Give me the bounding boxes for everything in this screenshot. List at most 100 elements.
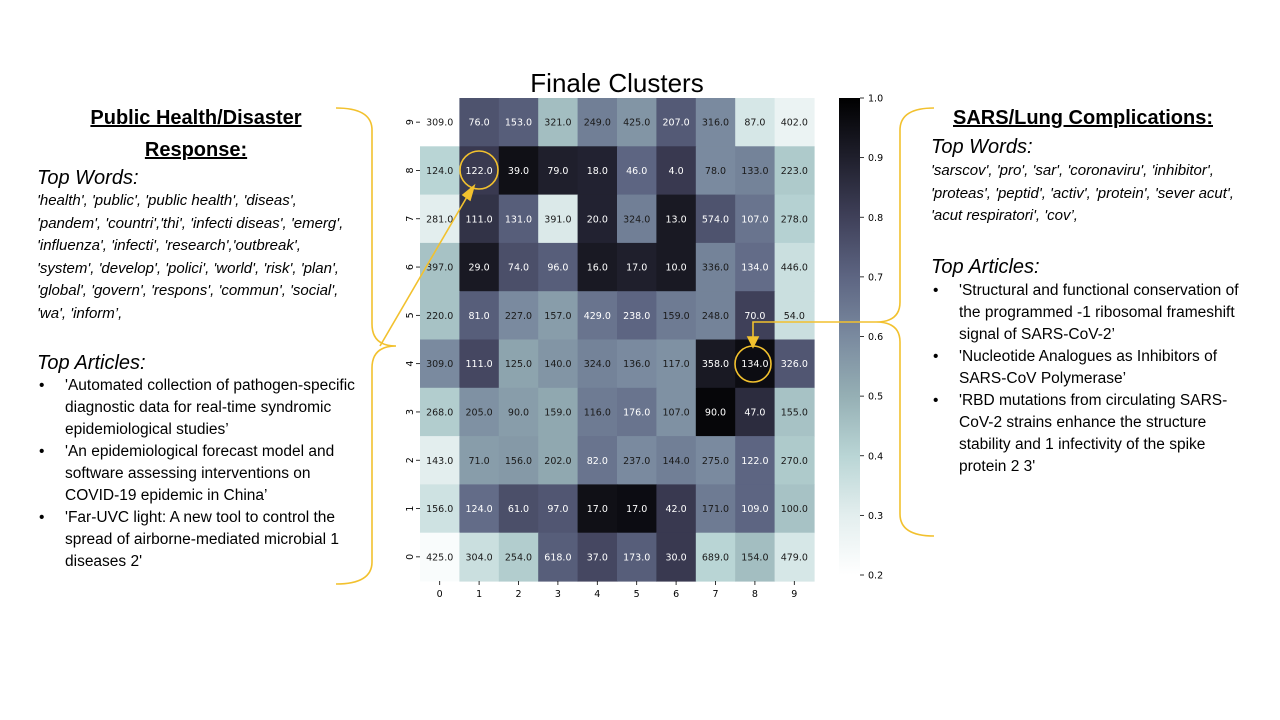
y-axis-ticks: 9 8 7 6 5 4 3 2 1 0: [405, 119, 420, 560]
heatmap-cell: [617, 436, 657, 485]
heatmap-cell: [774, 532, 815, 582]
cell-label: 97.0: [547, 504, 568, 515]
cell-label: 156.0: [505, 456, 532, 467]
cell-label: 125.0: [505, 359, 532, 370]
heatmap-cell: [498, 436, 539, 485]
heatmap-cell: [695, 436, 736, 485]
heatmap-cell: [774, 98, 815, 147]
heatmap-cell: [538, 194, 579, 244]
arrow-to-cell-8-1: [379, 189, 472, 347]
heatmap-cell: [420, 146, 460, 196]
heatmap-cell: [459, 387, 500, 437]
right-top-words-heading: Top Words:: [931, 136, 1033, 158]
heatmap-cell: [695, 242, 736, 292]
cell-label: 90.0: [508, 407, 529, 418]
heatmap-cell: [538, 242, 579, 292]
heatmap-cell: [656, 339, 697, 389]
cell-label: 159.0: [544, 407, 571, 418]
cell-label: 207.0: [662, 118, 689, 129]
cell-label: 124.0: [426, 166, 453, 177]
left-article-item: 'Automated collection of pathogen-specif…: [37, 375, 355, 441]
heatmap-cell: [656, 242, 697, 292]
cell-label: 17.0: [587, 504, 608, 515]
heatmap-cells: [420, 98, 815, 582]
heatmap-cell: [617, 194, 657, 244]
x-tick-label: 1: [476, 589, 482, 600]
heatmap-cell: [420, 387, 460, 437]
cell-label: 171.0: [702, 504, 729, 515]
cell-label: 20.0: [587, 214, 608, 225]
cell-label: 157.0: [544, 311, 571, 322]
colorbar-tick-label: 0.7: [868, 272, 883, 283]
cell-label: 618.0: [544, 552, 571, 563]
cell-label: 278.0: [781, 214, 808, 225]
heatmap-cell: [774, 242, 815, 292]
colorbar-tick-label: 0.5: [868, 392, 883, 403]
left-top-words-heading: Top Words:: [37, 167, 139, 189]
right-article-item: 'RBD mutations from circulating SARS-CoV…: [931, 390, 1243, 478]
heatmap-cell: [695, 339, 736, 389]
heatmap-cell: [459, 98, 500, 147]
heatmap-cell: [459, 436, 500, 485]
heatmap-cell: [420, 291, 460, 341]
cell-label: 237.0: [623, 456, 650, 467]
y-tick-label: 6: [405, 264, 416, 270]
chart-title: Finale Clusters: [530, 68, 704, 98]
heatmap-cell: [420, 436, 460, 485]
cell-label: 37.0: [587, 552, 608, 563]
heatmap-cell: [735, 436, 776, 485]
heatmap-cell: [617, 146, 657, 196]
right-brace-annotation: [875, 107, 935, 537]
cell-label: 397.0: [426, 263, 453, 274]
heatmap-cell: [617, 339, 657, 389]
colorbar-tick-label: 0.4: [868, 451, 883, 462]
heatmap-cell: [577, 484, 618, 534]
heatmap-cell: [498, 484, 539, 534]
heatmap-cell: [695, 146, 736, 196]
x-tick-label: 8: [752, 589, 758, 600]
x-tick-label: 5: [634, 589, 640, 600]
cell-label: 16.0: [587, 263, 608, 274]
heatmap-cell: [735, 194, 776, 244]
cell-label: 446.0: [781, 263, 808, 274]
heatmap-cell: [735, 242, 776, 292]
cell-label: 316.0: [702, 118, 729, 129]
heatmap-cell-labels: 309.0 76.0 153.0 321.0 249.0 425.0 207.0 316.0 8…: [426, 118, 808, 564]
cell-label: 479.0: [781, 552, 808, 563]
left-article-list: 'Automated collection of pathogen-specif…: [37, 375, 355, 573]
x-tick-label: 0: [437, 589, 443, 600]
heatmap-cell: [498, 194, 539, 244]
cell-label: 140.0: [544, 359, 571, 370]
heatmap-cell: [577, 194, 618, 244]
cell-label: 223.0: [781, 166, 808, 177]
cell-label: 155.0: [781, 407, 808, 418]
heatmap-cell: [656, 98, 697, 147]
cell-label: 402.0: [781, 118, 808, 129]
cell-label: 134.0: [741, 263, 768, 274]
right-top-articles-heading: Top Articles:: [931, 256, 1040, 278]
x-tick-label: 7: [712, 589, 718, 600]
heatmap-cell: [577, 98, 618, 147]
right-panel-title: SARS/Lung Complications:: [953, 107, 1213, 129]
arrowhead-b: [746, 336, 760, 349]
cell-label: 107.0: [741, 214, 768, 225]
heatmap-cell: [538, 339, 579, 389]
heatmap-cell: [577, 291, 618, 341]
cell-label: 391.0: [544, 214, 571, 225]
colorbar-tick-label: 0.9: [868, 153, 883, 164]
heatmap-cell: [774, 387, 815, 437]
cell-label: 76.0: [469, 118, 490, 129]
cell-label: 117.0: [662, 359, 689, 370]
cell-label: 689.0: [702, 552, 729, 563]
cell-label: 281.0: [426, 214, 453, 225]
heatmap-cell: [656, 146, 697, 196]
heatmap-cell: [695, 98, 736, 147]
heatmap-cell: [617, 532, 657, 582]
cell-label: 324.0: [584, 359, 611, 370]
cell-label: 133.0: [741, 166, 768, 177]
heatmap-cell: [774, 146, 815, 196]
y-tick-label: 7: [405, 216, 416, 222]
y-tick-label: 8: [405, 167, 416, 173]
left-top-words: 'health', 'public', 'public health', 'di…: [37, 192, 344, 322]
heatmap-cell: [498, 532, 539, 582]
